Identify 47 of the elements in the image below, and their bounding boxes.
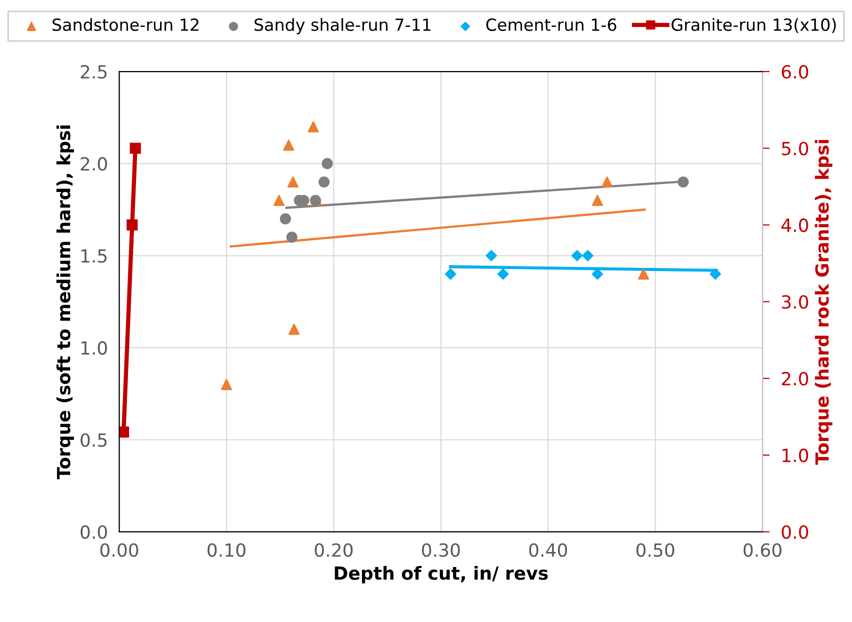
point bbox=[638, 268, 650, 280]
y2-tick-label: 2.0 bbox=[782, 372, 808, 386]
legend-label: Sandstone-run 12 bbox=[52, 18, 198, 32]
y-tick-label: 2.5 bbox=[80, 64, 107, 79]
point bbox=[592, 194, 603, 206]
x-tick-label: 0.50 bbox=[636, 543, 674, 557]
x-tick-label: 0.60 bbox=[744, 543, 782, 557]
y-tick-label: 1.5 bbox=[81, 249, 107, 263]
y2-tick-label: 6.0 bbox=[782, 64, 808, 79]
point bbox=[678, 176, 689, 188]
point bbox=[220, 378, 232, 390]
point bbox=[286, 232, 298, 243]
point bbox=[582, 250, 594, 262]
point bbox=[288, 324, 300, 335]
point bbox=[710, 268, 721, 280]
y-tick-label: 2.0 bbox=[80, 157, 107, 171]
legend-label: Granite-run 13(x10) bbox=[672, 18, 836, 33]
y-axis-title: Torque (soft to medium hard), kpsi bbox=[56, 126, 74, 480]
y2-tick-label: 1.0 bbox=[782, 448, 808, 462]
legend-label: Sandy shale-run 7-11 bbox=[254, 18, 430, 34]
point bbox=[318, 176, 330, 188]
y2-tick-label: 5.0 bbox=[782, 142, 808, 156]
point bbox=[486, 250, 497, 262]
point bbox=[322, 158, 333, 170]
point bbox=[283, 140, 294, 151]
legend-label: Cement-run 1-6 bbox=[486, 18, 616, 32]
y2-tick-label: 4.0 bbox=[781, 218, 808, 232]
y-tick-label: 0.0 bbox=[80, 525, 107, 539]
y2-tick-label: 3.0 bbox=[782, 295, 808, 309]
x-tick-label: 0.30 bbox=[422, 543, 460, 557]
point bbox=[571, 250, 583, 262]
point bbox=[273, 194, 285, 206]
x-tick-label: 0.00 bbox=[100, 543, 138, 557]
x-tick-label: 0.20 bbox=[314, 543, 353, 557]
point bbox=[280, 213, 292, 224]
x-tick-label: 0.10 bbox=[208, 543, 246, 557]
point bbox=[308, 121, 319, 132]
y2-tick-label: 0.0 bbox=[782, 525, 808, 539]
x-tick-label: 0.40 bbox=[529, 543, 568, 557]
point bbox=[287, 176, 299, 188]
y-tick-label: 1.0 bbox=[81, 341, 107, 355]
point bbox=[497, 268, 509, 280]
y2-axis-title: Torque (hard rock Granite), kpsi bbox=[814, 140, 832, 465]
x-axis-title: Depth of cut, in/ revs bbox=[334, 566, 548, 584]
point bbox=[444, 268, 456, 280]
y-tick-label: 0.5 bbox=[80, 433, 107, 447]
point bbox=[602, 176, 613, 188]
